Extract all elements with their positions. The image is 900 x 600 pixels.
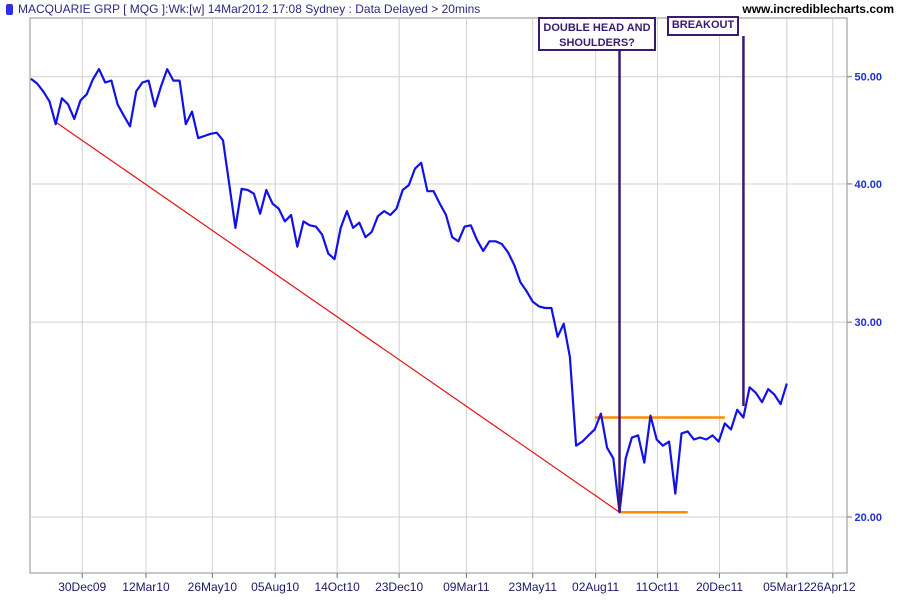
y-tick-label: 20.00 [854,512,882,524]
x-tick-label: 05Mar12 [763,580,811,594]
title-series-marker [6,4,13,15]
x-tick-label: 12Mar10 [122,580,170,594]
plot-area [29,17,848,574]
x-tick-label: 05Aug10 [251,580,299,594]
site-url: www.incrediblecharts.com [742,2,894,16]
y-tick-label: 50.00 [854,72,882,84]
chart-title: MACQUARIE GRP [ MQG ]:Wk:[w] 14Mar2012 1… [18,2,481,16]
price-line [30,67,788,514]
x-axis-ticks: 30Dec09 12Mar10 26May10 05Aug10 14Oct10 23Dec… [58,573,856,594]
price-series-layer [30,67,788,514]
trendline [55,121,620,513]
x-tick-label: 11Oct11 [636,580,680,594]
x-tick-label: 26Apr12 [810,580,856,594]
trendline-layer [55,121,620,513]
x-tick-label: 23May11 [509,580,558,594]
x-tick-label: 30Dec09 [58,580,106,594]
x-tick-label: 20Dec11 [696,580,743,594]
y-tick-label: 40.00 [854,179,882,191]
y-axis-ticks: 20.00 30.00 40.00 50.00 [847,72,882,524]
x-tick-label: 02Aug11 [572,580,619,594]
support-lines-layer [594,416,725,514]
y-tick-label: 30.00 [854,317,882,329]
x-tick-label: 26May10 [188,580,238,594]
x-tick-label: 14Oct10 [314,580,360,594]
annotation-breakout: BREAKOUT [667,16,739,36]
grid-lines [30,18,847,573]
x-tick-label: 23Dec10 [375,580,423,594]
x-tick-label: 09Mar11 [443,580,490,594]
annotation-double-head-shoulders: DOUBLE HEAD AND SHOULDERS? [538,17,656,51]
annotation-lines-layer [618,36,745,513]
